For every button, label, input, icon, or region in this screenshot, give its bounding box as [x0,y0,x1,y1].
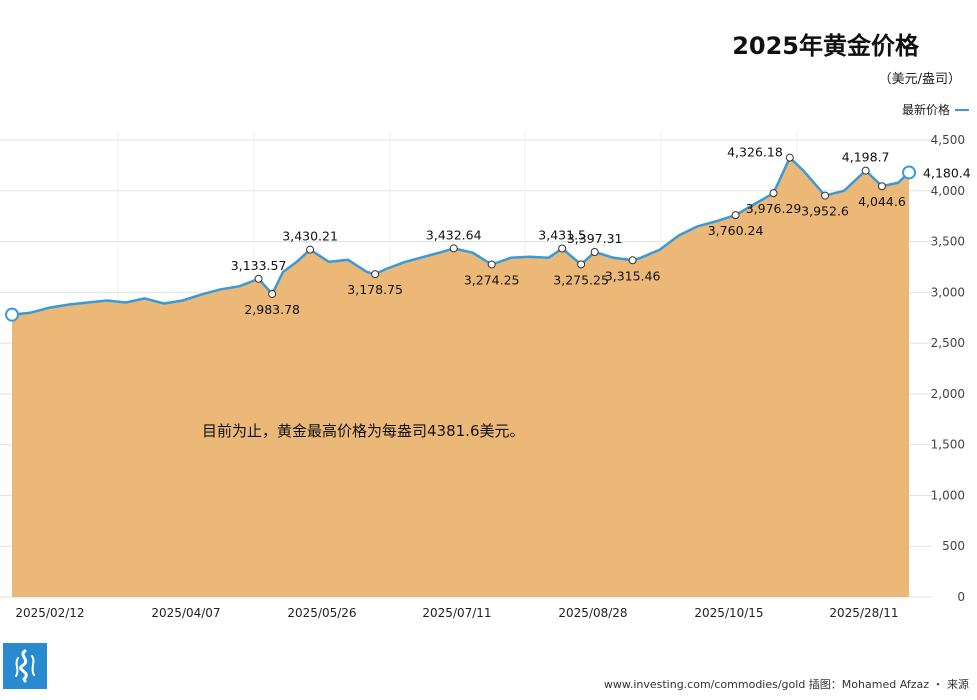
data-label: 3,976.29 [746,201,802,216]
data-label: 4,044.6 [858,194,906,209]
y-tick-label: 3,000 [931,285,965,299]
data-point-marker [590,247,599,256]
data-label: 2,983.78 [244,302,300,317]
y-tick-label: 1,000 [931,488,965,502]
data-label: 3,315.46 [605,268,661,283]
legend-line-swatch [955,108,969,111]
data-point-marker [821,191,830,200]
data-point-marker [558,244,567,253]
source-credit: www.investing.com/commodies/gold 插图：Moha… [603,678,969,691]
data-label: 3,133.57 [231,258,287,273]
data-point-marker [731,211,740,220]
x-tick-label: 2025/08/28 [558,606,627,620]
data-point-marker [254,274,263,283]
y-tick-label: 500 [942,539,965,553]
legend-label: 最新价格 [901,103,950,117]
y-tick-label: 4,500 [931,133,965,147]
chart-title: 2025年黄金价格 [732,32,919,60]
data-point-marker [371,270,380,279]
y-tick-label: 3,500 [931,235,965,249]
data-label: 4,180.4 [923,165,971,180]
data-label: 3,397.31 [567,231,623,246]
data-point-marker [628,256,637,265]
data-point-marker [769,189,778,198]
data-label: 3,274.25 [464,272,520,287]
legend: 最新价格 [902,101,969,118]
x-tick-label: 2025/05/26 [287,606,356,620]
data-label: 3,178.75 [347,282,403,297]
data-point-marker [268,289,277,298]
data-label: 4,198.7 [842,150,890,165]
data-point-marker [449,244,458,253]
x-tick-label: 2025/07/11 [422,606,491,620]
x-tick-label: 2025/28/11 [829,606,898,620]
data-point-marker [785,153,794,162]
data-label: 3,275.25 [553,272,609,287]
data-label: 3,952.6 [801,204,849,219]
y-tick-label: 1,500 [931,438,965,452]
data-point-marker [861,166,870,175]
data-point-marker [306,245,315,254]
data-label: 3,432.64 [426,227,482,242]
data-point-marker [877,182,886,191]
al-jazeera-logo-icon [3,643,47,689]
y-tick-label: 4,000 [931,184,965,198]
start-point-marker [5,307,19,322]
data-point-marker [902,165,917,180]
x-tick-label: 2025/02/12 [15,606,84,620]
data-label: 4,326.18 [727,145,783,160]
data-point-marker [487,260,496,269]
data-point-marker [577,260,586,269]
annotation-text: 目前为止，黄金最高价格为每盎司4381.6美元。 [202,422,525,440]
data-label: 3,431.5 [538,228,586,243]
unit-label: （美元/盎司） [878,72,961,87]
y-tick-label: 2,000 [931,387,965,401]
x-tick-label: 2025/10/15 [694,606,763,620]
data-label: 3,430.21 [282,229,338,244]
data-label: 3,760.24 [708,223,764,238]
y-tick-label: 0 [957,590,965,604]
x-tick-label: 2025/04/07 [151,606,220,620]
y-tick-label: 2,500 [931,336,965,350]
price-area [12,157,910,597]
